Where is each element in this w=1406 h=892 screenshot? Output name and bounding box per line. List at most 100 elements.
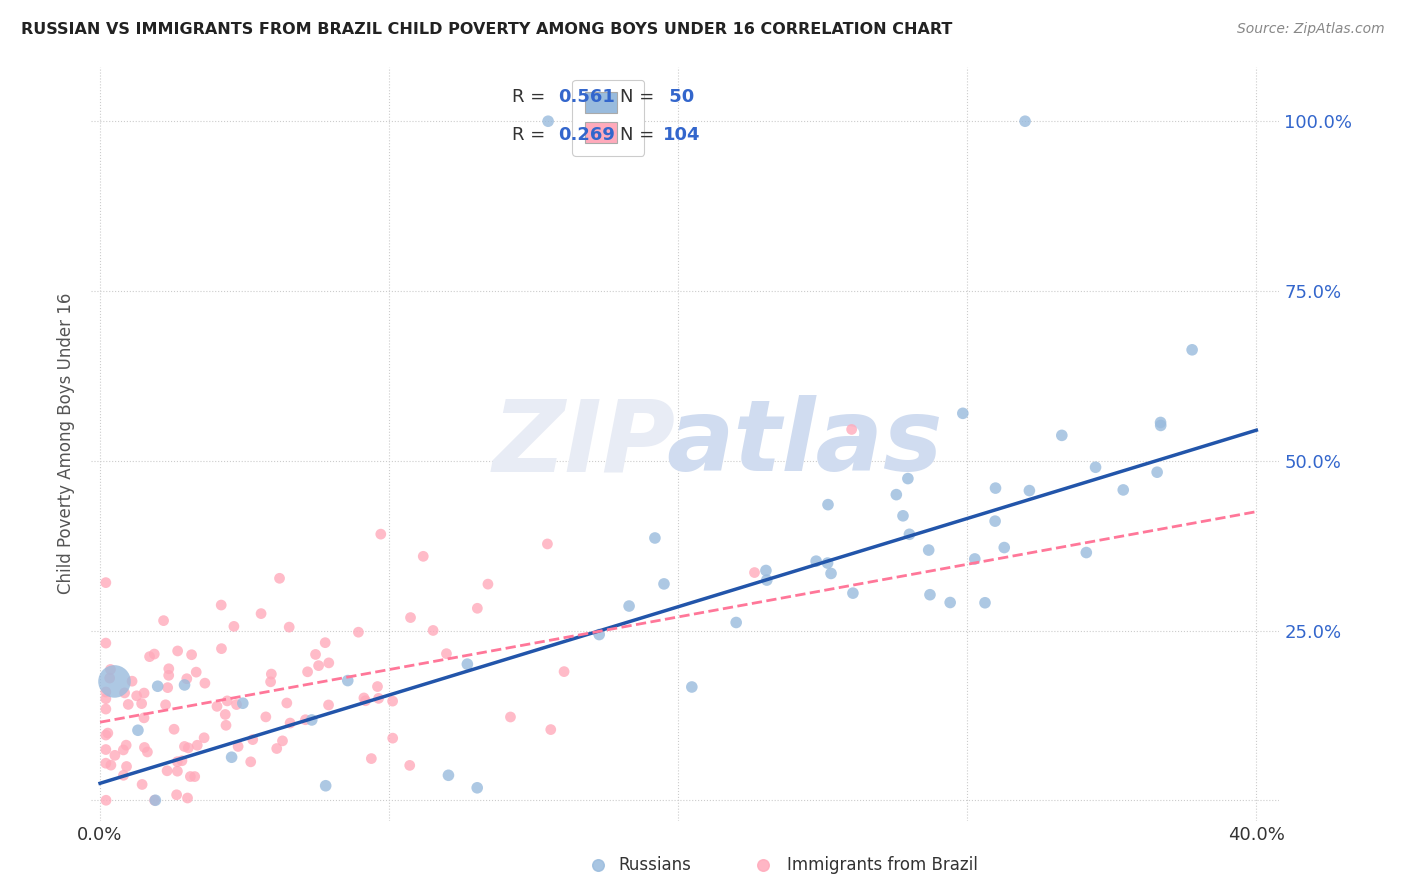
Point xyxy=(155,698,177,712)
Point xyxy=(553,665,575,679)
Point xyxy=(755,564,778,578)
Point xyxy=(94,728,117,742)
Point xyxy=(1112,483,1135,497)
Point xyxy=(250,607,273,621)
Point xyxy=(132,711,155,725)
Point xyxy=(100,663,122,677)
Point xyxy=(179,770,201,784)
Point xyxy=(194,676,217,690)
Point xyxy=(138,649,160,664)
Point xyxy=(94,742,117,756)
Point xyxy=(412,549,434,564)
Point xyxy=(477,577,499,591)
Point xyxy=(318,698,340,712)
Point xyxy=(239,755,262,769)
Point xyxy=(974,596,997,610)
Text: R =: R = xyxy=(512,126,551,144)
Point xyxy=(205,699,228,714)
Point xyxy=(157,668,180,682)
Point xyxy=(436,647,458,661)
Point xyxy=(186,665,208,680)
Point xyxy=(1150,418,1173,433)
Point xyxy=(157,662,180,676)
Text: Russians: Russians xyxy=(619,856,692,874)
Point xyxy=(367,691,389,706)
Point xyxy=(381,731,404,746)
Point xyxy=(156,764,179,778)
Point xyxy=(537,114,560,128)
Text: 0.269: 0.269 xyxy=(558,126,616,144)
Point xyxy=(186,738,208,752)
Point xyxy=(540,723,562,737)
Point xyxy=(308,658,330,673)
Point xyxy=(136,745,159,759)
Point xyxy=(163,723,186,737)
Point xyxy=(963,552,986,566)
Text: R =: R = xyxy=(512,88,551,106)
Point xyxy=(143,793,166,807)
Point xyxy=(117,698,139,712)
Point xyxy=(984,514,1007,528)
Point xyxy=(271,734,294,748)
Point xyxy=(314,635,336,649)
Point xyxy=(820,566,842,581)
Point xyxy=(918,543,941,558)
Point xyxy=(1076,545,1098,559)
Point xyxy=(536,537,558,551)
Point xyxy=(173,739,195,754)
Point xyxy=(347,625,370,640)
Point xyxy=(103,674,125,689)
Point xyxy=(242,732,264,747)
Point xyxy=(804,554,827,568)
Point xyxy=(131,697,153,711)
Point xyxy=(1018,483,1040,498)
Text: ZIP: ZIP xyxy=(494,395,676,492)
Text: atlas: atlas xyxy=(666,395,942,492)
Point xyxy=(176,791,198,805)
Point xyxy=(842,586,865,600)
Text: RUSSIAN VS IMMIGRANTS FROM BRAZIL CHILD POVERTY AMONG BOYS UNDER 16 CORRELATION : RUSSIAN VS IMMIGRANTS FROM BRAZIL CHILD … xyxy=(21,22,952,37)
Point xyxy=(146,679,169,693)
Point xyxy=(437,768,460,782)
Point xyxy=(94,691,117,706)
Point xyxy=(817,556,839,570)
Point xyxy=(304,648,326,662)
Point xyxy=(276,696,298,710)
Point xyxy=(180,648,202,662)
Point xyxy=(94,793,117,807)
Point xyxy=(104,748,127,763)
Text: 50: 50 xyxy=(662,88,695,106)
Point xyxy=(97,726,120,740)
Point xyxy=(98,671,121,685)
Point xyxy=(173,678,195,692)
Point xyxy=(94,702,117,716)
Point xyxy=(278,620,301,634)
Point xyxy=(259,674,281,689)
Point xyxy=(465,780,488,795)
Point xyxy=(315,779,337,793)
Point xyxy=(226,739,249,754)
Point xyxy=(725,615,748,630)
Point xyxy=(266,741,288,756)
Point xyxy=(467,601,489,615)
Point xyxy=(94,575,117,590)
Point xyxy=(993,541,1015,555)
Point xyxy=(744,566,766,580)
Point xyxy=(939,595,962,609)
Text: Source: ZipAtlas.com: Source: ZipAtlas.com xyxy=(1237,22,1385,37)
Y-axis label: Child Poverty Among Boys Under 16: Child Poverty Among Boys Under 16 xyxy=(58,293,76,594)
Point xyxy=(156,681,179,695)
Point xyxy=(1181,343,1204,357)
Text: N =: N = xyxy=(620,126,659,144)
Point xyxy=(232,696,254,710)
Point xyxy=(176,672,198,686)
Point xyxy=(94,636,117,650)
Point xyxy=(644,531,666,545)
Point xyxy=(209,598,232,612)
Point xyxy=(586,858,609,872)
Point xyxy=(225,698,247,712)
Point xyxy=(952,406,974,420)
Point xyxy=(817,498,839,512)
Point xyxy=(456,657,478,672)
Point xyxy=(125,689,148,703)
